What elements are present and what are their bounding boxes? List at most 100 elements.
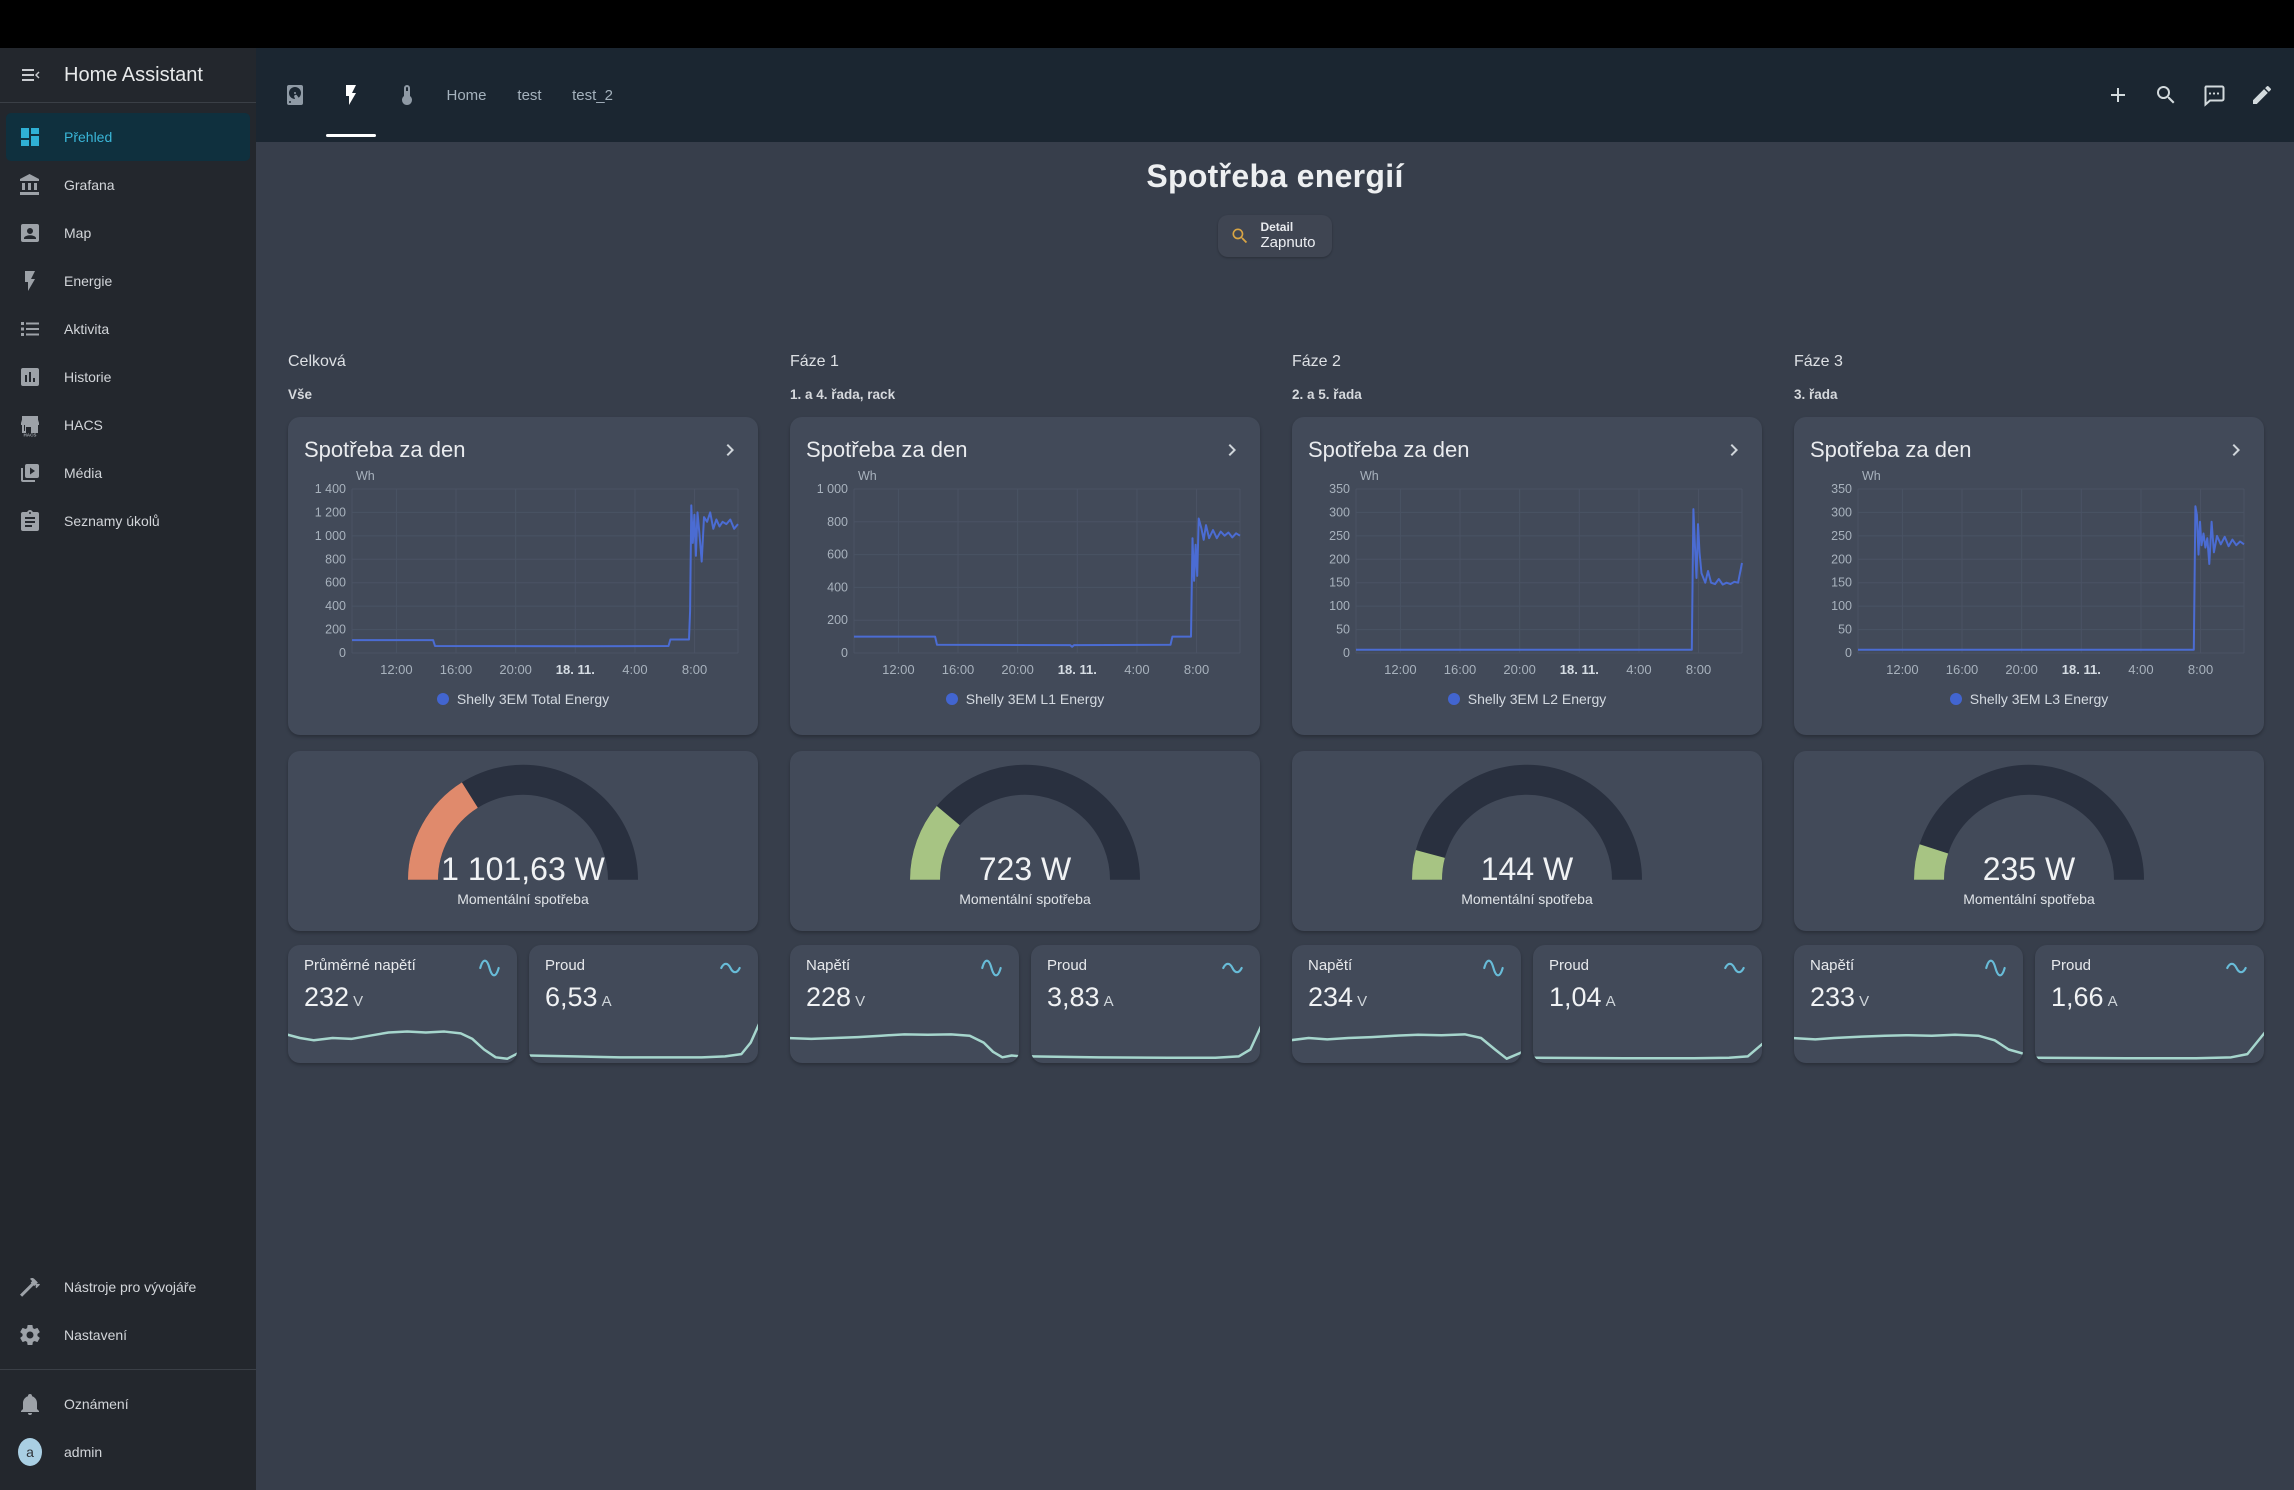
add-icon[interactable] [2106, 83, 2130, 107]
sensor-unit: V [1357, 993, 1368, 1010]
svg-text:50: 50 [1336, 623, 1350, 637]
svg-text:4:00: 4:00 [1124, 662, 1149, 677]
svg-text:0: 0 [841, 646, 848, 660]
svg-text:800: 800 [325, 552, 346, 566]
current-sensor-card[interactable]: Proud 1,04 A [1533, 945, 1762, 1063]
energy-history-card[interactable]: Spotřeba za den 1 000 800 600 400 200 0 12:00 1… [790, 417, 1260, 735]
sidebar-item-notifications[interactable]: Oznámení [6, 1380, 250, 1428]
dashboard-content: Spotřeba energií Detail Zapnuto Celková … [256, 142, 2294, 1490]
chart-legend: Shelly 3EM L3 Energy [1810, 691, 2248, 707]
svg-text:400: 400 [827, 580, 848, 594]
chevron-right-icon[interactable] [2224, 438, 2248, 462]
power-gauge [1794, 751, 2264, 896]
sidebar-item-p-ehled[interactable]: Přehled [6, 113, 250, 161]
column-header: Fáze 1 [790, 353, 839, 370]
history-line-chart[interactable]: 1 400 1 200 1 000 800 600 400 200 0 12:00 16:00 20… [304, 469, 742, 687]
chart-box-icon [18, 365, 42, 389]
search-icon[interactable] [2154, 83, 2178, 107]
sidebar-header: Home Assistant [0, 48, 256, 103]
power-gauge-card[interactable]: 1 101,63 W Momentální spotřeba [288, 751, 758, 931]
sidebar-item-hacs[interactable]: HACS HACS [6, 401, 250, 449]
sidebar-item-label: Historie [64, 369, 112, 385]
history-line-chart[interactable]: 350 300 250 200 150 100 50 0 12:00 16:00 20:00 18. … [1308, 469, 1746, 687]
sensor-name: Proud [1549, 957, 1590, 974]
sensor-unit: A [601, 993, 612, 1010]
page-title: Spotřeba energií [1146, 158, 1404, 194]
current-sensor-card[interactable]: Proud 3,83 A [1031, 945, 1260, 1063]
sidebar-item-grafana[interactable]: Grafana [6, 161, 250, 209]
current-sensor-card[interactable]: Proud 1,66 A [2035, 945, 2264, 1063]
svg-text:100: 100 [1831, 599, 1852, 613]
column-subheader: Vše [288, 387, 313, 402]
sidebar-item-energie[interactable]: Energie [6, 257, 250, 305]
column-header: Fáze 2 [1292, 353, 1341, 370]
voltage-sensor-card[interactable]: Průměrné napětí 232 V [288, 945, 517, 1063]
svg-text:20:00: 20:00 [2005, 662, 2038, 677]
legend-label: Shelly 3EM L2 Energy [1467, 691, 1607, 707]
sidebar-item-m-dia[interactable]: Média [6, 449, 250, 497]
chevron-right-icon[interactable] [1220, 438, 1244, 462]
voltage-sensor-card[interactable]: Napětí 233 V [1794, 945, 2023, 1063]
sensor-value: 228 V [806, 982, 866, 1012]
history-line-chart[interactable]: 350 300 250 200 150 100 50 0 12:00 16:00 20:00 18. … [1810, 469, 2248, 687]
power-gauge-card[interactable]: 235 W Momentální spotřeba [1794, 751, 2264, 931]
chevron-right-icon[interactable] [1722, 438, 1746, 462]
phase-column: Fáze 1 1. a 4. řada, rack Spotřeba za de… [790, 353, 1260, 1063]
svg-text:20:00: 20:00 [1503, 662, 1536, 677]
sensor-name: Napětí [1810, 957, 1855, 974]
sidebar-item-label: Nastavení [64, 1327, 128, 1343]
power-gauge-card[interactable]: 144 W Momentální spotřeba [1292, 751, 1762, 931]
chevron-right-icon[interactable] [718, 438, 742, 462]
gauge-label: Momentální spotřeba [1461, 891, 1593, 907]
sidebar-item-settings[interactable]: Nastavení [6, 1311, 250, 1359]
phase-column: Celková Vše Spotřeba za den 1 400 1 200 1 … [288, 353, 758, 1063]
tab-temperature[interactable] [379, 48, 435, 142]
energy-history-card[interactable]: Spotřeba za den 350 300 250 200 150 100 50 0 12:… [1292, 417, 1762, 735]
history-line-chart[interactable]: 1 000 800 600 400 200 0 12:00 16:00 20:00 18. 11.… [806, 469, 1244, 687]
tab-home[interactable]: Home [446, 86, 487, 104]
menu-toggle-icon[interactable] [18, 63, 42, 87]
svg-text:18. 11.: 18. 11. [2062, 662, 2101, 677]
svg-text:12:00: 12:00 [1886, 662, 1919, 677]
svg-text:300: 300 [1831, 505, 1852, 519]
voltage-sensor-card[interactable]: Napětí 234 V [1292, 945, 1521, 1063]
detail-toggle-chip[interactable]: Detail Zapnuto [1218, 215, 1332, 257]
chart-legend: Shelly 3EM Total Energy [304, 691, 742, 707]
gauge-label: Momentální spotřeba [959, 891, 1091, 907]
flash-icon [346, 85, 356, 105]
sidebar-item-seznamy-kol-[interactable]: Seznamy úkolů [6, 497, 250, 545]
sidebar-item-label: Nástroje pro vývojáře [64, 1279, 197, 1295]
sidebar-item-dev-tools[interactable]: Nástroje pro vývojáře [6, 1263, 250, 1311]
gauge-label: Momentální spotřeba [1963, 891, 2095, 907]
assist-chat-icon[interactable] [2202, 83, 2226, 107]
svg-text:Wh: Wh [1862, 469, 1881, 483]
svg-text:Wh: Wh [356, 469, 375, 483]
tab-test-2[interactable]: test_2 [572, 86, 613, 104]
sidebar-item-aktivita[interactable]: Aktivita [6, 305, 250, 353]
sidebar-item-historie[interactable]: Historie [6, 353, 250, 401]
svg-text:8:00: 8:00 [1184, 662, 1209, 677]
edit-pencil-icon[interactable] [2250, 83, 2274, 107]
svg-text:1 000: 1 000 [817, 482, 848, 496]
gauge-value: 235 W [1982, 851, 2076, 887]
voltage-sensor-card[interactable]: Napětí 228 V [790, 945, 1019, 1063]
energy-history-card[interactable]: Spotřeba za den 350 300 250 200 150 100 50 0 12:… [1794, 417, 2264, 735]
svg-text:Wh: Wh [1360, 469, 1379, 483]
power-gauge-card[interactable]: 723 W Momentální spotřeba [790, 751, 1260, 931]
sensor-value: 1,04 A [1549, 982, 1616, 1012]
account-box-icon [18, 221, 42, 245]
energy-history-card[interactable]: Spotřeba za den 1 400 1 200 1 000 800 600 400… [288, 417, 758, 735]
sidebar-item-map[interactable]: Map [6, 209, 250, 257]
sensor-value: 6,53 A [545, 982, 612, 1012]
sidebar-item-profile[interactable]: a admin [6, 1428, 250, 1476]
tab-harddisk[interactable] [267, 48, 323, 142]
svg-text:1 400: 1 400 [315, 482, 346, 496]
harddisk-icon [287, 85, 303, 105]
sensor-unit: V [353, 993, 364, 1010]
current-sensor-card[interactable]: Proud 6,53 A [529, 945, 758, 1063]
svg-text:20:00: 20:00 [499, 662, 532, 677]
sensor-value: 3,83 A [1047, 982, 1114, 1012]
tab-energy[interactable] [323, 48, 379, 142]
svg-text:250: 250 [1831, 529, 1852, 543]
tab-test[interactable]: test [517, 86, 542, 104]
